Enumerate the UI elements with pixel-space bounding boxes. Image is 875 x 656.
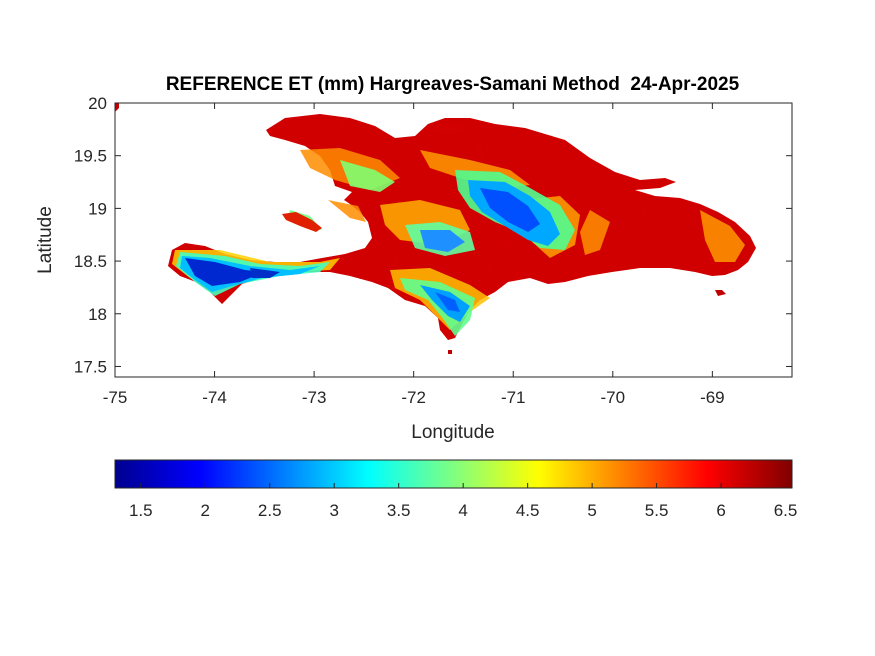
colorbar-tick-label: 5	[587, 501, 596, 520]
y-tick-label: 18	[88, 305, 107, 324]
low-et-zones	[180, 180, 560, 322]
x-tick-label: -73	[302, 388, 327, 407]
colorbar-tick-label: 6	[716, 501, 725, 520]
y-axis: 20 19.5 19 18.5 18 17.5	[74, 94, 792, 376]
y-tick-label: 19.5	[74, 147, 107, 166]
x-tick-label: -75	[103, 388, 128, 407]
gonave-island	[282, 212, 322, 232]
x-tick-label: -69	[700, 388, 725, 407]
y-tick-label: 20	[88, 94, 107, 113]
x-tick-label: -70	[601, 388, 626, 407]
colorbar-tick-label: 2.5	[258, 501, 282, 520]
y-tick-label: 17.5	[74, 357, 107, 376]
x-tick-label: -71	[501, 388, 526, 407]
colorbar-tick-label: 4	[458, 501, 467, 520]
colorbar-tick-label: 5.5	[645, 501, 669, 520]
map-title: REFERENCE ET (mm) Hargreaves-Samani Meth…	[165, 74, 740, 95]
x-axis-label: Longitude	[411, 422, 494, 443]
colorbar-ticks: 1.5 2 2.5 3 3.5 4 4.5 5 5.5 6 6.5	[129, 483, 797, 520]
colorbar-tick-label: 3	[329, 501, 338, 520]
tortuga-island	[430, 124, 468, 134]
y-tick-label: 18.5	[74, 252, 107, 271]
corner-pixel	[115, 103, 119, 112]
colorbar-tick-label: 1.5	[129, 501, 153, 520]
y-axis-label: Latitude	[35, 206, 56, 274]
et-map-layer	[115, 103, 756, 354]
colorbar-tick-label: 2	[201, 501, 210, 520]
colorbar	[114, 459, 793, 489]
colorbar-tick-label: 3.5	[387, 501, 411, 520]
y-tick-label: 19	[88, 199, 107, 218]
x-tick-label: -74	[202, 388, 227, 407]
colorbar-tick-label: 6.5	[774, 501, 798, 520]
x-tick-label: -72	[401, 388, 426, 407]
saona-island	[715, 290, 726, 296]
beata-island	[448, 350, 452, 354]
x-axis: -75 -74 -73 -72 -71 -70 -69	[103, 103, 725, 407]
colorbar-tick-label: 4.5	[516, 501, 540, 520]
